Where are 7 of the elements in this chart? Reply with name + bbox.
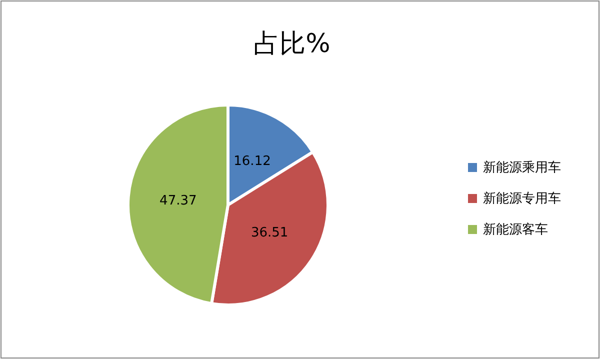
legend-label: 新能源乘用车: [483, 160, 561, 176]
chart-title: 占比%: [254, 29, 330, 59]
data-label: 16.12: [234, 154, 271, 169]
legend-label: 新能源专用车: [483, 192, 561, 206]
data-label: 47.37: [160, 193, 197, 208]
legend-label: 新能源客车: [483, 222, 548, 238]
data-label: 36.51: [250, 225, 288, 240]
